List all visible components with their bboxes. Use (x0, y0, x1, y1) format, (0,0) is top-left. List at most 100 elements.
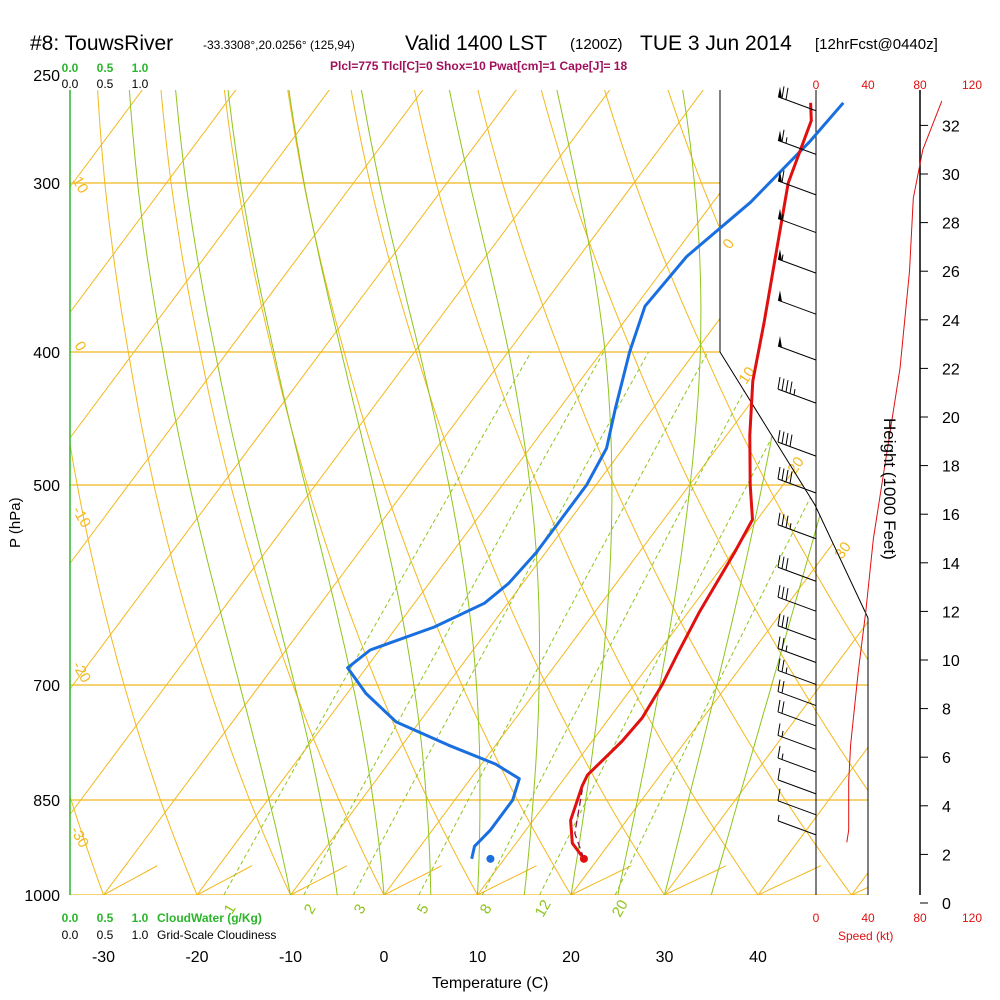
dry-adiabat-line (468, 90, 868, 895)
mixing-ratio-label: 12 (532, 897, 555, 920)
pressure-ticks: 250 300 400 500 700 850 1000 (24, 68, 60, 905)
wind-barb (777, 512, 817, 540)
wind-barb (777, 679, 817, 707)
mixing-ratio-label: 8 (477, 901, 496, 917)
moist-adiabat-label: 30 (831, 539, 854, 562)
cloudiness-label: Grid-Scale Cloudiness (157, 928, 276, 942)
wind-barb (777, 336, 817, 361)
dry-adiabat-label: 10 (69, 174, 92, 197)
temperature-tick-label: -20 (185, 949, 208, 966)
isotherm-line (70, 90, 248, 895)
dry-adiabat-line (157, 90, 442, 895)
mixing-ratio-line (223, 351, 532, 895)
isotherm-line (196, 90, 809, 895)
height-tick-label: 18 (942, 459, 960, 476)
height-tick-label: 8 (942, 702, 951, 719)
isotherm-line (383, 90, 868, 895)
height-tick-label: 16 (942, 507, 960, 524)
pressure-tick-label: 850 (33, 793, 60, 810)
cloud-tick-label: 0.5 (97, 61, 114, 75)
wind-barb (777, 466, 817, 494)
height-tick-label: 6 (942, 750, 951, 767)
temperature-tick-label: 40 (749, 949, 767, 966)
wind-barb (777, 613, 817, 641)
station-name: #8: TouwsRiver (30, 32, 173, 55)
height-tick-label: 22 (942, 361, 960, 378)
wind-barb (777, 86, 817, 112)
isotherm-line (477, 90, 868, 895)
temperature-tick-label: 0 (380, 949, 389, 966)
speed-tick-top: 0 (813, 78, 820, 92)
valid-date: TUE 3 Jun 2014 (640, 32, 792, 55)
height-axis-label: Height (1000 Feet) (880, 418, 899, 560)
wind-barb (777, 129, 817, 155)
moist-adiabat-line (445, 90, 540, 895)
wind-barb (777, 699, 817, 727)
moist-adiabat-line (710, 90, 868, 895)
wind-barbs (777, 86, 817, 836)
pressure-tick-label: 400 (33, 345, 60, 362)
height-tick-label: 12 (942, 604, 960, 621)
y-axis-label: P (hPa) (7, 497, 24, 548)
moist-adiabat-label: 20 (784, 454, 807, 477)
isotherm-lines (70, 90, 868, 895)
height-tick-label: 14 (942, 556, 960, 573)
height-tick-label: 20 (942, 410, 960, 427)
height-tick-label: 0 (942, 896, 951, 913)
isotherm-line (103, 90, 715, 895)
mixing-ratio-label: 5 (414, 901, 433, 917)
cloudwater-label: CloudWater (g/Kg) (157, 911, 262, 925)
cloud-tick-label: 0.5 (97, 928, 114, 942)
dry-adiabat-line (592, 90, 868, 895)
cloud-tick-label: 0.0 (62, 928, 79, 942)
utc-time: (1200Z) (570, 36, 623, 53)
height-tick-label: 30 (942, 167, 960, 184)
x-axis-label: Temperature (C) (432, 975, 548, 992)
height-tick-label: 28 (942, 216, 960, 233)
wind-barb (777, 430, 817, 457)
cloud-tick-label: 1.0 (132, 77, 149, 91)
isotherm-line (851, 90, 868, 895)
dry-adiabat-line (344, 90, 727, 895)
sounding-indices: Plcl=775 Tlcl[C]=0 Shox=10 Pwat[cm]=1 Ca… (330, 59, 627, 73)
cloud-tick-label: 1.0 (132, 61, 149, 75)
forecast-info: [12hrFcst@0440z] (815, 36, 938, 53)
parcel-line (574, 789, 585, 860)
cloud-tick-label: 0.0 (62, 77, 79, 91)
pressure-tick-label: 300 (33, 176, 60, 193)
dry-adiabat-line (70, 90, 158, 895)
wind-barb (777, 814, 817, 836)
moist-adiabat-line (358, 90, 481, 895)
moist-adiabat-line (553, 90, 613, 895)
cloud-tick-label: 0.5 (97, 77, 114, 91)
mixing-ratio-line (303, 351, 605, 895)
height-tick-label: 4 (942, 799, 951, 816)
dewpoint-line (346, 101, 845, 860)
pressure-tick-label: 250 (33, 68, 60, 85)
temperature-tick-label: 10 (469, 949, 487, 966)
wind-barb (777, 723, 817, 750)
moist-adiabat-lines (127, 90, 868, 895)
wind-barb (777, 555, 817, 582)
cloud-tick-label: 1.0 (132, 911, 149, 925)
wind-barb (777, 658, 817, 685)
wind-panel-border (719, 90, 869, 895)
dry-adiabat-line (530, 90, 868, 895)
cloud-tick-label: 0.5 (97, 911, 114, 925)
pressure-tick-label: 700 (33, 678, 60, 695)
wind-barb (777, 746, 817, 773)
valid-time: Valid 1400 LST (405, 32, 547, 55)
height-tick-label: 26 (942, 264, 960, 281)
wind-barb (777, 290, 817, 315)
isotherm-line (757, 90, 868, 895)
pressure-tick-label: 500 (33, 478, 60, 495)
speed-tick-bottom: 0 (813, 911, 820, 925)
speed-axis-label: Speed (kt) (838, 929, 893, 943)
temperature-tick-label: -30 (92, 949, 115, 966)
isotherm-line (70, 90, 528, 895)
speed-tick-bottom: 40 (861, 911, 875, 925)
dry-adiabat-line (219, 90, 537, 895)
